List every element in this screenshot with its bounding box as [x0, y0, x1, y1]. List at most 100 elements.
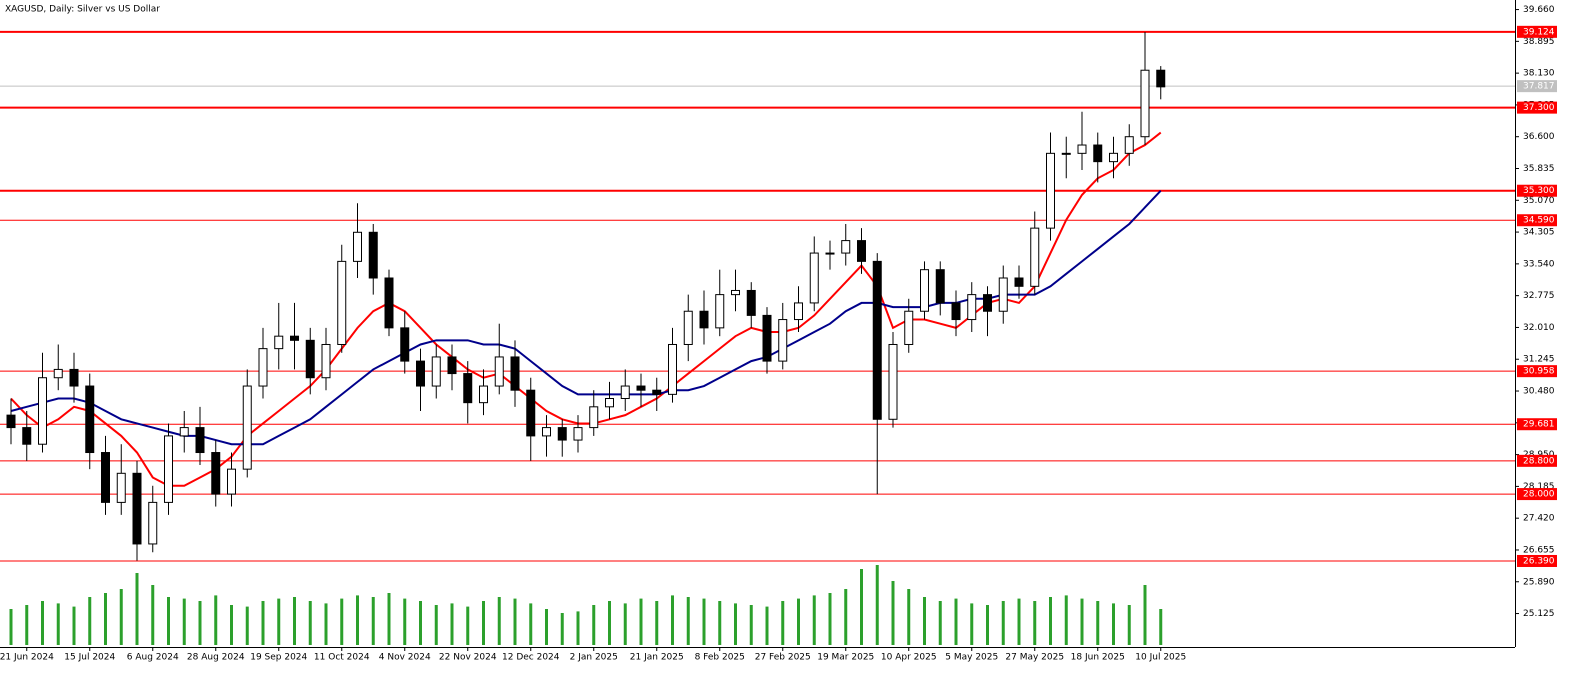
level-label: 26.390 [1523, 556, 1555, 566]
y-tick-label: 25.125 [1523, 609, 1555, 619]
volume-bar [1001, 601, 1005, 645]
volume-bar [1049, 597, 1052, 645]
volume-bar [104, 593, 107, 645]
volume-bar [135, 573, 139, 645]
candle-body [967, 294, 977, 321]
level-box [1517, 488, 1557, 501]
candle-body [605, 398, 614, 408]
candle-body [53, 368, 63, 379]
candle-body [526, 389, 536, 437]
volume-bar [1017, 598, 1021, 645]
candle-body [69, 368, 79, 387]
volume-bar [923, 597, 926, 645]
candle-body [904, 310, 914, 345]
volume-bar [324, 603, 328, 645]
x-tick-label: 22 Nov 2024 [439, 653, 497, 663]
volume-bar [9, 609, 13, 645]
candle-body [699, 310, 709, 329]
candle-body [116, 472, 126, 503]
volume-bar [907, 589, 911, 645]
volume-bar [875, 565, 879, 645]
volume-bar [277, 598, 281, 645]
candle-body [683, 310, 693, 345]
volume-bar [749, 605, 753, 645]
candle-body [794, 302, 803, 321]
volume-bar [592, 605, 596, 645]
volume-bar [560, 613, 564, 645]
candle-body [353, 231, 362, 262]
level-label: 34.590 [1523, 216, 1555, 226]
candle-body [258, 348, 268, 387]
candle-body [479, 385, 488, 404]
y-tick-label: 36.600 [1523, 132, 1555, 142]
x-tick-label: 12 Dec 2024 [502, 653, 560, 663]
current-price-label: 37.817 [1523, 82, 1555, 92]
volume-bar [860, 569, 863, 645]
volume-bar [41, 601, 44, 645]
x-tick-label: 19 Mar 2025 [817, 653, 874, 663]
volume-bar [261, 601, 265, 645]
candle-body [211, 452, 221, 495]
x-tick-label: 6 Aug 2024 [127, 653, 179, 663]
candle-body [400, 327, 410, 362]
y-tick-label: 35.070 [1523, 196, 1555, 206]
volume-bar [529, 603, 533, 645]
y-tick-label: 26.655 [1523, 545, 1555, 555]
y-tick-label: 28.185 [1523, 482, 1555, 492]
volume-bar [119, 589, 123, 645]
volume-bar [72, 606, 76, 645]
volume-bar [718, 601, 722, 645]
x-tick-label: 10 Apr 2025 [881, 653, 937, 663]
volume-bar [1112, 603, 1115, 645]
volume-bar [671, 595, 674, 645]
candle-body [809, 252, 819, 304]
candle-body [731, 289, 740, 296]
volume-bar [655, 601, 659, 645]
volume-bar [230, 605, 233, 645]
candle-body [431, 356, 441, 387]
volume-bar [608, 601, 611, 645]
candle-body [510, 356, 520, 391]
level-box [1517, 365, 1557, 378]
candle-body [132, 472, 142, 545]
level-box [1517, 214, 1557, 227]
level-label: 30.958 [1523, 367, 1555, 377]
x-tick-label: 2 Jan 2025 [570, 653, 618, 663]
y-tick-label: 31.245 [1523, 355, 1555, 365]
candle-body [542, 427, 551, 437]
candle-body [1124, 136, 1134, 154]
y-tick-label: 38.130 [1523, 69, 1555, 79]
candle-body [1061, 152, 1071, 155]
volume-bar [419, 601, 422, 645]
volume-bar [371, 597, 375, 645]
level-box [1517, 418, 1557, 431]
candle-body [668, 343, 677, 395]
volume-bar [513, 598, 517, 645]
x-tick-label: 15 Jul 2024 [64, 653, 115, 663]
x-tick-label: 21 Jan 2025 [630, 653, 684, 663]
volume-bar [497, 597, 501, 645]
volume-bar [482, 601, 485, 645]
level-label: 37.300 [1523, 103, 1555, 113]
candle-body [148, 501, 158, 545]
level-box [1517, 25, 1557, 38]
candle-body [1077, 144, 1087, 154]
candle-body [164, 435, 173, 503]
y-tick-label: 34.305 [1523, 228, 1555, 238]
volume-bar [844, 589, 848, 645]
candle-body [778, 319, 788, 362]
y-tick-label: 39.660 [1523, 5, 1555, 15]
volume-bar [1159, 609, 1163, 645]
level-label: 39.124 [1523, 27, 1555, 37]
volume-bar [434, 605, 438, 645]
volume-bar [56, 603, 60, 645]
volume-bar [781, 601, 785, 645]
x-tick-label: 28 Aug 2024 [187, 653, 245, 663]
candle-body [195, 427, 205, 454]
volume-bar [686, 597, 690, 645]
candle-body [1030, 227, 1040, 287]
volume-bar [88, 597, 92, 645]
candle-body [636, 385, 646, 391]
level-label: 35.300 [1523, 186, 1555, 196]
candle-body [888, 343, 898, 420]
